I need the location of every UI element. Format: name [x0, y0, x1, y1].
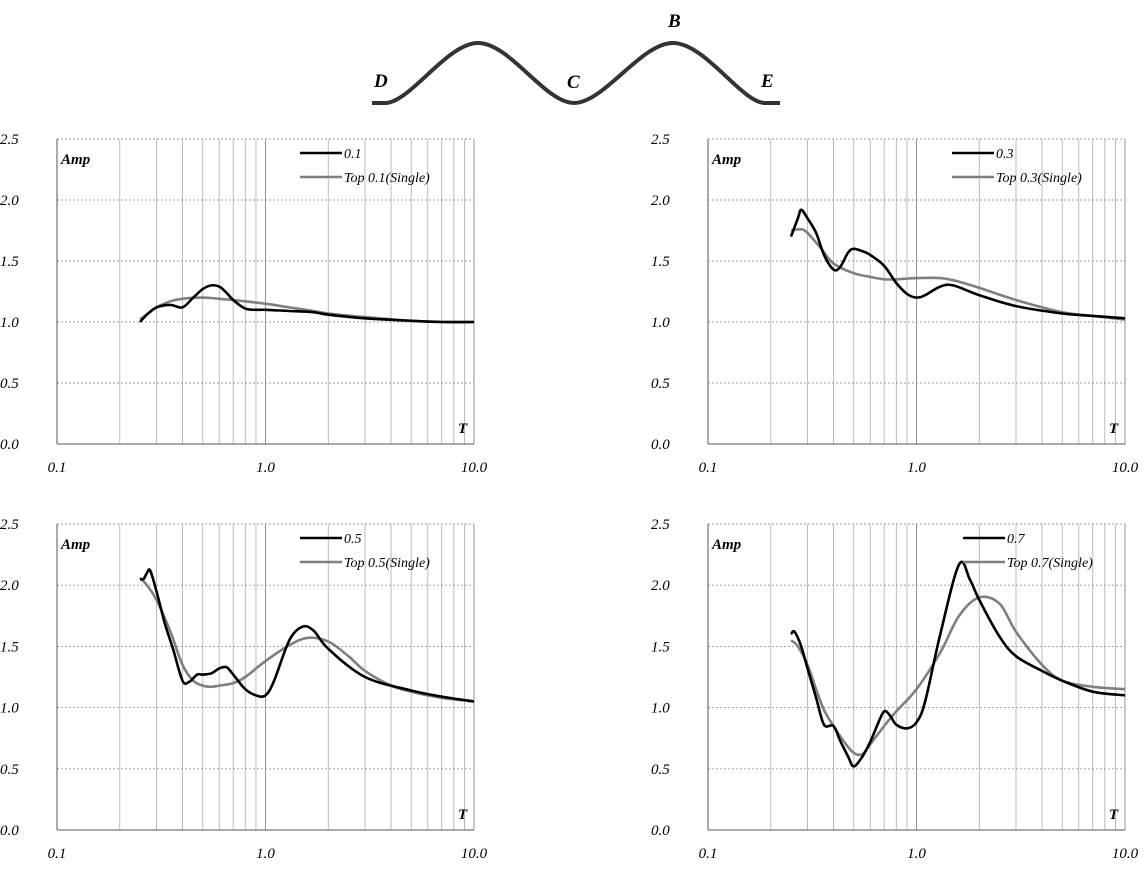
series-line-measured: [790, 560, 1126, 768]
legend-label: 0.3: [996, 147, 1014, 162]
y-axis-label: Amp: [711, 537, 742, 553]
series-line-measured: [789, 208, 1126, 320]
y-tick-label: 0.0: [651, 437, 670, 453]
x-tick-label: 1.0: [256, 846, 275, 862]
y-axis-label: Amp: [711, 152, 742, 168]
y-tick-label: 2.0: [0, 578, 19, 594]
y-tick-label: 1.5: [0, 254, 19, 270]
x-tick-label: 1.0: [907, 846, 926, 862]
y-tick-label: 2.0: [651, 193, 670, 209]
x-axis-label: T: [458, 807, 468, 823]
profile-label-b: B: [667, 11, 681, 32]
y-tick-label: 2.5: [651, 132, 670, 148]
y-tick-label: 1.5: [651, 639, 670, 655]
y-axis-label: Amp: [60, 152, 91, 168]
x-tick-label: 10.0: [1112, 460, 1139, 476]
y-tick-label: 0.5: [651, 376, 670, 392]
y-tick-label: 1.0: [0, 315, 19, 331]
y-tick-label: 0.5: [0, 762, 19, 778]
x-tick-label: 1.0: [256, 460, 275, 476]
legend-label: Top 0.3(Single): [996, 171, 1082, 186]
series-line-single: [790, 595, 1126, 757]
y-tick-label: 1.0: [651, 701, 670, 717]
y-tick-label: 2.0: [651, 578, 670, 594]
y-tick-label: 0.0: [651, 823, 670, 839]
legend-label: 0.7: [1007, 532, 1026, 547]
chart-panel-4: 0.0 0.5 1.0 1.5 2.0 2.5 0.1 1.0 10.0 Amp T 0.7 Top 0…: [651, 517, 1139, 862]
terrain-profile-line: [372, 40, 780, 106]
chart-panel-2: 0.0 0.5 1.0 1.5 2.0 2.5 0.1 1.0 10.0 Amp T 0.3 Top 0…: [651, 132, 1139, 476]
series-line-measured: [139, 568, 475, 703]
profile-label-d: D: [373, 71, 388, 92]
x-tick-label: 0.1: [48, 460, 67, 476]
legend-label: Top 0.1(Single): [344, 171, 430, 186]
y-tick-label: 0.0: [0, 823, 19, 839]
y-tick-label: 2.5: [651, 517, 670, 533]
y-tick-label: 2.5: [0, 517, 19, 533]
x-axis-label: T: [1109, 421, 1119, 437]
y-tick-label: 2.0: [0, 193, 19, 209]
legend-label: 0.1: [344, 147, 362, 162]
profile-label-e: E: [760, 71, 774, 92]
charts-container: 0.0 0.5 1.0 1.5 2.0 2.5 0.1 1.0 10.0 Amp T 0.1 Top 0…: [0, 132, 1139, 862]
y-tick-label: 2.5: [0, 132, 19, 148]
series-line-measured: [139, 283, 475, 324]
y-tick-label: 0.5: [651, 762, 670, 778]
x-tick-label: 10.0: [461, 460, 488, 476]
profile-label-c: C: [567, 72, 580, 93]
x-tick-label: 1.0: [907, 460, 926, 476]
legend-label: Top 0.5(Single): [344, 556, 430, 571]
series-line-single: [139, 576, 475, 703]
x-axis-label: T: [1109, 807, 1119, 823]
x-tick-label: 10.0: [1112, 846, 1139, 862]
y-tick-label: 1.0: [651, 315, 670, 331]
x-tick-label: 0.1: [48, 846, 67, 862]
x-tick-label: 0.1: [699, 846, 718, 862]
chart-panel-1: 0.0 0.5 1.0 1.5 2.0 2.5 0.1 1.0 10.0 Amp T 0.1 Top 0…: [0, 132, 488, 476]
legend-label: 0.5: [344, 532, 362, 547]
y-tick-label: 1.5: [651, 254, 670, 270]
x-tick-label: 0.1: [699, 460, 718, 476]
legend-label: Top 0.7(Single): [1007, 556, 1093, 571]
y-tick-label: 0.0: [0, 437, 19, 453]
y-tick-label: 1.0: [0, 701, 19, 717]
y-axis-label: Amp: [60, 537, 91, 553]
x-axis-label: T: [458, 421, 468, 437]
topography-profile: D C B E: [372, 11, 780, 106]
y-tick-label: 1.5: [0, 639, 19, 655]
series-line-single: [790, 227, 1126, 321]
x-tick-label: 10.0: [461, 846, 488, 862]
chart-panel-3: 0.0 0.5 1.0 1.5 2.0 2.5 0.1 1.0 10.0 Amp T 0.5 Top 0…: [0, 517, 488, 862]
y-tick-label: 0.5: [0, 376, 19, 392]
